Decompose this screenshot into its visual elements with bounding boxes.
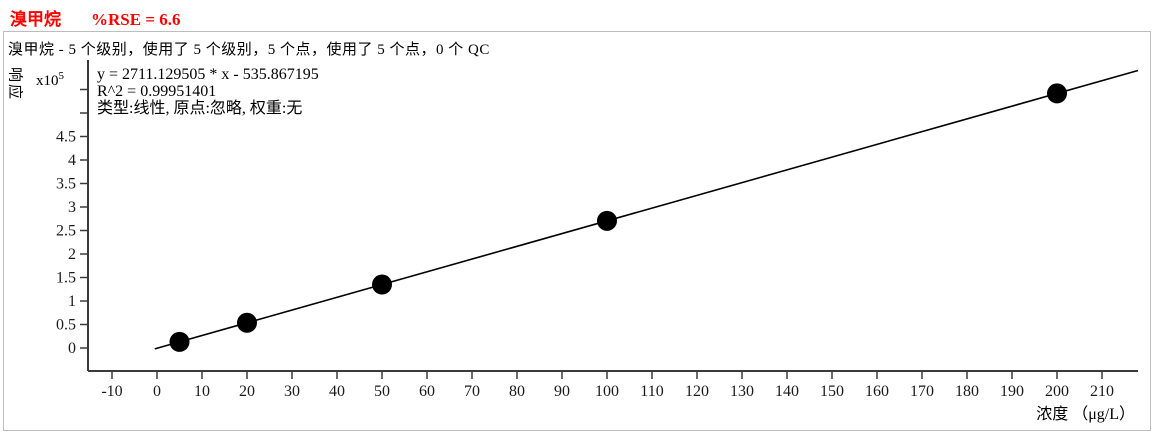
x-axis-tick-label: 20: [239, 383, 255, 400]
y-axis-tick-label: 4: [68, 152, 76, 169]
plot-frame: [3, 31, 1151, 431]
x-axis-tick-label: 50: [374, 383, 390, 400]
data-point[interactable]: [1047, 83, 1067, 104]
x-axis-tick-label: 150: [820, 383, 844, 400]
x-axis-tick-label: 0: [153, 383, 161, 400]
calibration-summary: 溴甲烷 - 5 个级别，使用了 5 个级别，5 个点，使用了 5 个点，0 个 …: [8, 42, 490, 58]
x-axis-tick-label: 120: [685, 383, 709, 400]
compound-name: 溴甲烷: [10, 10, 61, 29]
x-axis-tick-label: 180: [955, 383, 979, 400]
regression-line: [154, 69, 1139, 350]
x-axis-title: 浓度 （μg/L）: [1036, 406, 1135, 423]
y-axis-tick-label: 1.5: [56, 270, 76, 287]
y-scale-base: x10: [36, 73, 59, 89]
y-scale-exponent: 5: [58, 70, 65, 82]
data-point[interactable]: [597, 210, 617, 231]
x-axis-tick-label: 90: [554, 383, 570, 400]
x-axis-tick-label: -10: [101, 383, 122, 400]
x-axis-tick-label: 200: [1045, 383, 1069, 400]
x-axis-tick-label: 160: [865, 383, 889, 400]
x-axis-tick-label: 40: [329, 383, 345, 400]
y-axis-scale-label: x105: [36, 70, 64, 90]
curve-title: 溴甲烷 %RSE = 6.6: [10, 5, 181, 30]
data-point[interactable]: [372, 274, 392, 295]
x-axis-tick-label: 100: [595, 383, 619, 400]
fit-equation: y = 2711.129505 * x - 535.867195: [97, 66, 319, 83]
data-point[interactable]: [169, 331, 190, 352]
x-axis-tick-label: 130: [730, 383, 754, 400]
y-axis-tick-label: 4.5: [56, 129, 76, 146]
x-axis-tick-label: 170: [910, 383, 934, 400]
x-axis-tick-label: 140: [775, 383, 799, 400]
fit-model-description: 类型:线性, 原点:忽略, 权重:无: [97, 100, 303, 117]
fit-r-squared: R^2 = 0.99951401: [97, 83, 217, 100]
y-axis-tick-label: 0: [68, 340, 76, 357]
data-point[interactable]: [237, 312, 257, 333]
fit-equation-block: y = 2711.129505 * x - 535.867195 R^2 = 0…: [97, 66, 319, 117]
x-axis-tick-label: 60: [419, 383, 435, 400]
y-axis-tick-label: 3.5: [56, 176, 76, 193]
x-axis-tick-label: 80: [509, 383, 525, 400]
y-axis-tick-label: 2.5: [56, 223, 76, 240]
x-axis-tick-label: 70: [464, 383, 480, 400]
y-axis-tick-label: 2: [68, 246, 76, 263]
rse-value: %RSE = 6.6: [91, 10, 181, 29]
y-axis-tick-label: 3: [68, 199, 76, 216]
y-axis-tick-label: 0.5: [56, 317, 76, 334]
x-axis-tick-label: 210: [1090, 383, 1114, 400]
y-axis-tick-label: 1: [68, 293, 76, 310]
x-axis-tick-label: 190: [1000, 383, 1024, 400]
x-axis-tick-label: 110: [640, 383, 663, 400]
x-axis-tick-label: 10: [194, 383, 210, 400]
x-axis-tick-label: 30: [284, 383, 300, 400]
